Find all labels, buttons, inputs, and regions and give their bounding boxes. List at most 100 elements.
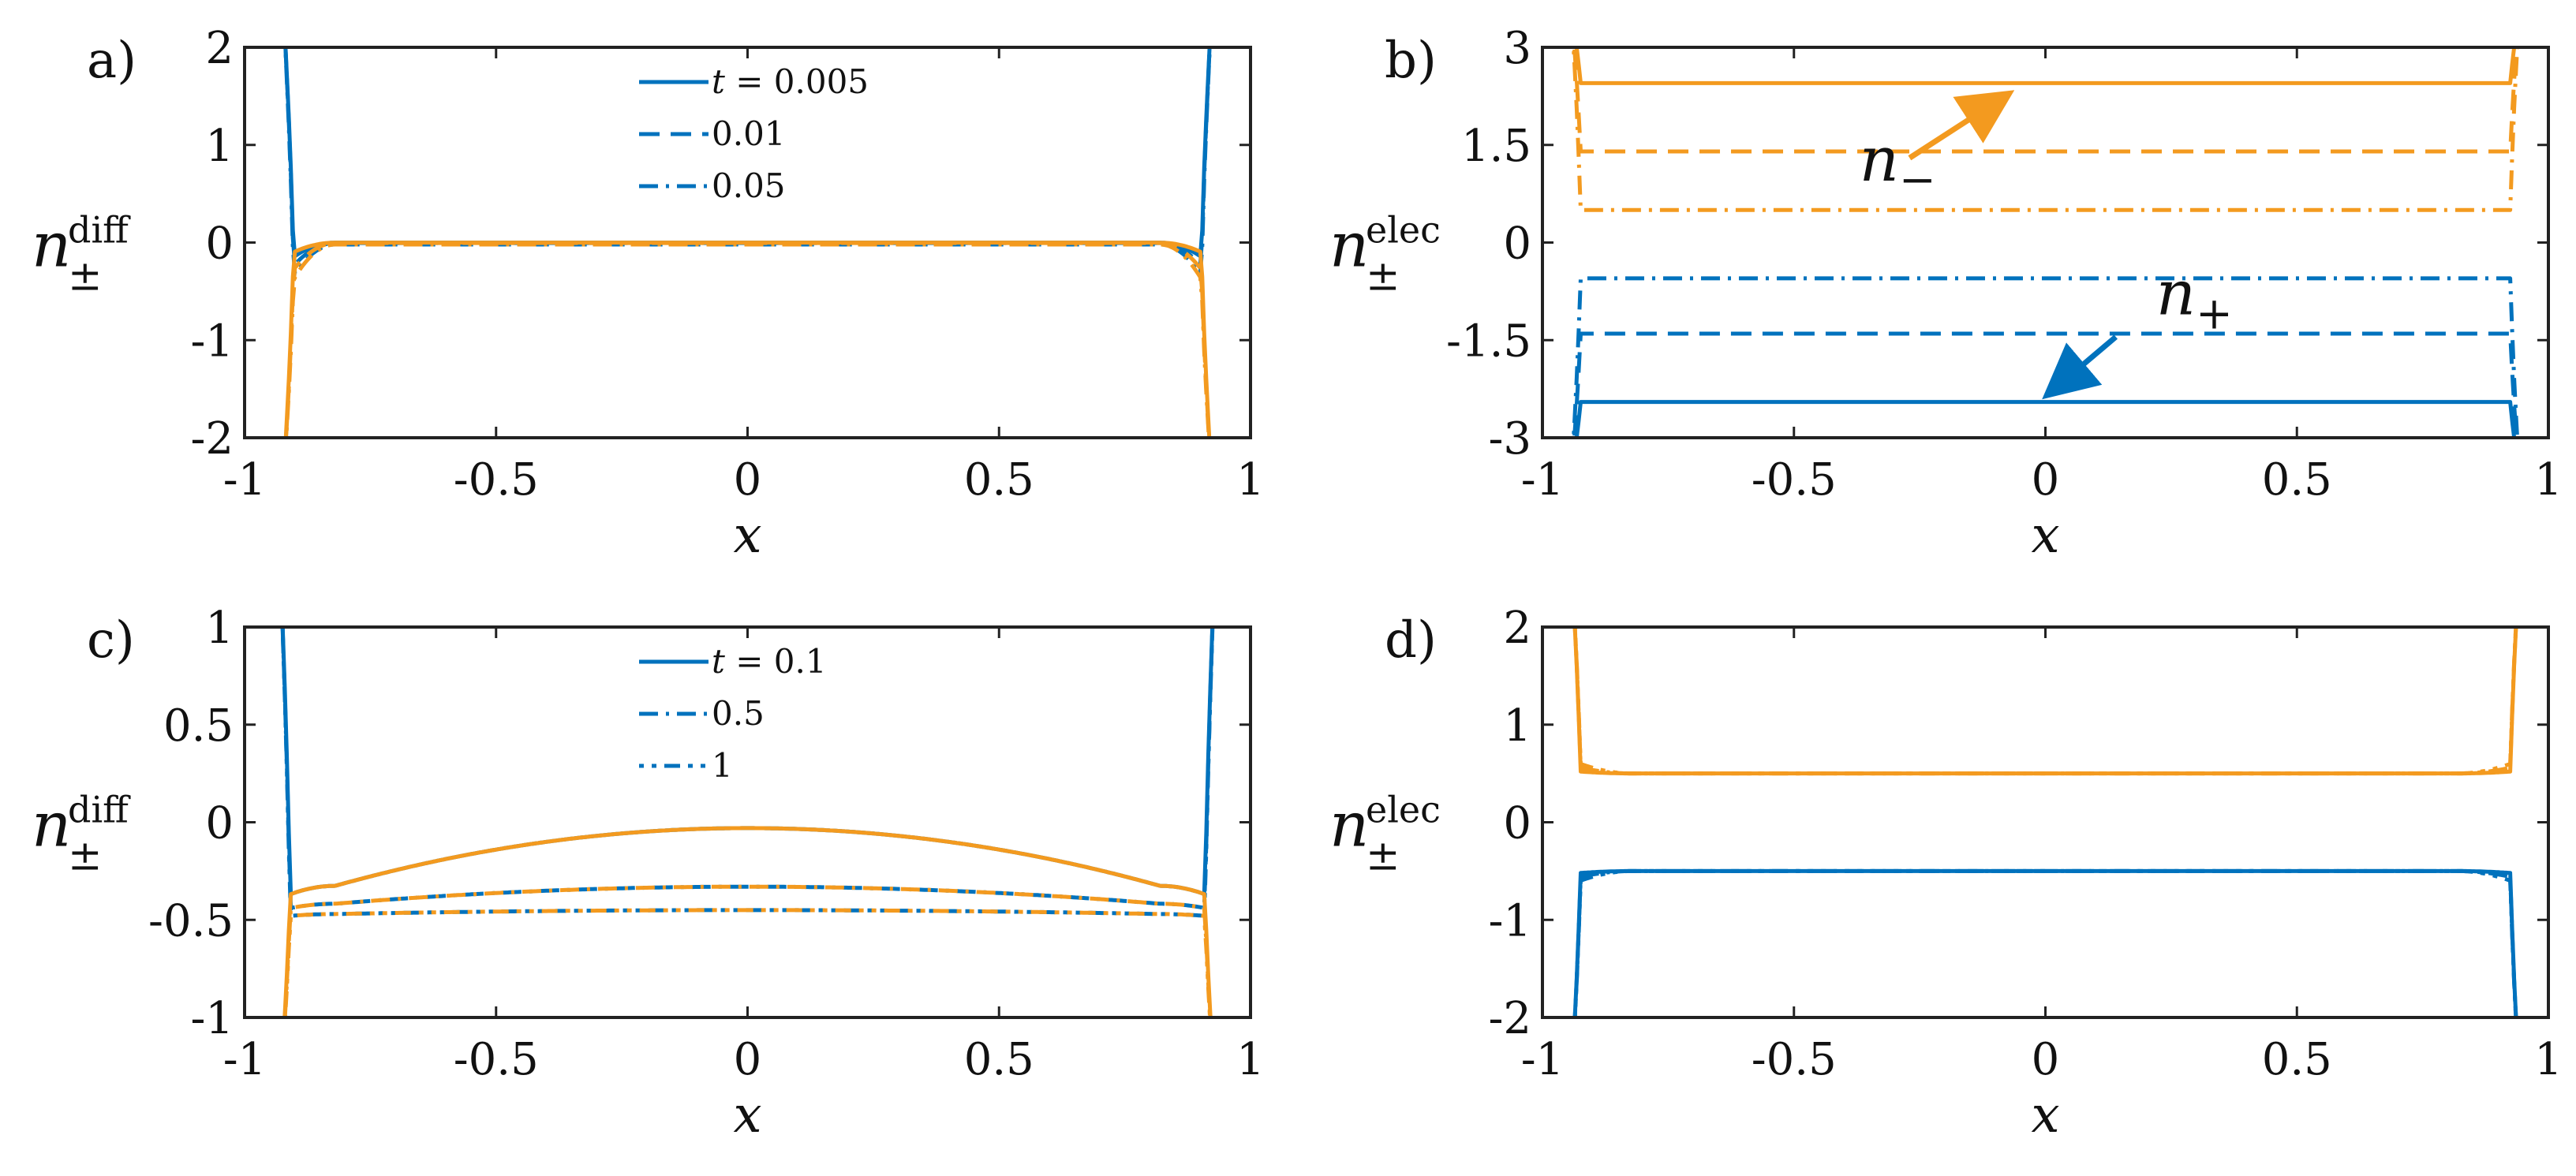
annotation-arrow: [2042, 334, 2118, 400]
legend-value: 0.05: [712, 166, 786, 205]
series-n-minus-dashdot-line: [284, 242, 1211, 438]
annotation-arrow: [1908, 90, 2015, 161]
series-group: [1571, 47, 2520, 438]
axes-box: [243, 625, 1252, 1019]
x-tick-label: -0.5: [1752, 454, 1837, 506]
y-tick-label: 2: [1503, 603, 1531, 654]
x-axis-label: x: [733, 1086, 761, 1144]
y-tick-label: -1.5: [1446, 315, 1531, 367]
panel-label: a): [87, 32, 136, 90]
y-axis-label-subscript: ±: [1366, 253, 1400, 301]
series-n-minus-solid-line: [1572, 627, 2518, 776]
legend-entry: 0.05: [712, 166, 786, 205]
annotation-base: n: [2156, 258, 2196, 329]
y-axis-label-superscript: diff: [68, 789, 131, 831]
x-axis-label: x: [2031, 1086, 2059, 1144]
panel-label: b): [1385, 32, 1437, 90]
y-axis-label-subscript: ±: [68, 833, 103, 880]
annotation-label: n+: [2156, 258, 2233, 339]
x-tick-label: 0.5: [964, 1034, 1034, 1085]
series-n-plus-dashed-line: [1572, 331, 2519, 438]
y-tick-label: 3: [1503, 23, 1531, 74]
y-axis-label-base: n: [32, 211, 71, 282]
legend-entry: 1: [712, 746, 733, 785]
annotation-base: n: [1860, 125, 1899, 196]
annotation-label: n−: [1860, 125, 1936, 206]
x-tick-label: -0.5: [454, 454, 539, 506]
x-tick-label: -1: [1521, 1034, 1565, 1085]
series-n-minus-dashdot-line: [282, 884, 1213, 1017]
series-n-plus-dashdot-line: [280, 627, 1215, 910]
y-tick-label: -2: [190, 413, 234, 465]
y-tick-label: 0: [205, 798, 234, 849]
x-tick-label: 0: [2032, 1034, 2060, 1085]
series-n-plus-dashdot-line: [1572, 276, 2520, 438]
y-tick-label: 0: [1503, 218, 1531, 270]
y-axis-label-base: n: [32, 790, 71, 861]
legend-prefix: t =: [712, 642, 774, 681]
x-tick-label: -0.5: [1752, 1034, 1837, 1085]
x-axis-label: x: [733, 506, 761, 565]
x-tick-label: 0: [734, 1034, 762, 1085]
annotation-subscript: +: [2196, 288, 2233, 339]
legend-entry: t = 0.1: [712, 642, 827, 681]
x-tick-label: 0.5: [964, 454, 1034, 506]
x-tick-label: 0: [2032, 454, 2060, 506]
y-tick-label: -1: [190, 993, 234, 1044]
x-tick-label: 1: [1236, 1034, 1265, 1085]
y-axis-label-superscript: diff: [68, 209, 131, 252]
series-n-minus-dashdot-line: [1572, 627, 2518, 776]
series-n-minus-dotdash-line: [282, 908, 1213, 1017]
y-axis-label-subscript: ±: [1366, 833, 1400, 880]
x-tick-label: 0.5: [2262, 1034, 2332, 1085]
legend-value: 1: [712, 746, 733, 785]
legend-entry: 0.01: [712, 114, 786, 153]
x-tick-label: 0.5: [2262, 454, 2332, 506]
x-tick-label: 1: [2534, 1034, 2563, 1085]
series-n-minus-dashed-line: [1572, 47, 2519, 154]
axes-box: [1541, 625, 2550, 1019]
legend-value: 0.005: [774, 62, 869, 101]
y-axis-label-subscript: ±: [68, 253, 103, 301]
y-tick-label: 1: [1503, 700, 1531, 752]
legend: t = 0.005 0.01 0.05: [639, 62, 869, 205]
annotation-n-minus: n−: [1860, 90, 2015, 206]
legend-value: 0.5: [712, 694, 765, 733]
series-n-minus-solid-line: [282, 826, 1213, 1017]
series-group: [283, 47, 1212, 438]
series-n-minus-dotdash-line: [1572, 627, 2518, 776]
annotation-subscript: −: [1899, 155, 1936, 206]
series-n-minus-solid-line: [1574, 47, 2517, 85]
series-group: [280, 627, 1215, 1017]
x-tick-label: -0.5: [454, 1034, 539, 1085]
legend-prefix: t =: [712, 62, 774, 101]
x-tick-label: 1: [1236, 454, 1265, 506]
y-tick-label: 1.5: [1461, 121, 1531, 172]
y-axis-label-base: n: [1329, 790, 1369, 861]
y-tick-label: 1: [205, 603, 234, 654]
series-group: [1572, 627, 2518, 1017]
y-tick-label: 2: [205, 23, 234, 74]
y-tick-label: -2: [1488, 993, 1531, 1044]
annotation-n-plus: n+: [2042, 258, 2233, 400]
x-axis-label: x: [2031, 506, 2059, 565]
x-tick-label: -1: [223, 454, 267, 506]
series-n-minus-dashdot-line: [1571, 47, 2520, 212]
x-tick-label: 0: [734, 454, 762, 506]
legend-entry: 0.5: [712, 694, 765, 733]
y-tick-label: -1: [1488, 895, 1531, 946]
y-tick-label: -1: [190, 315, 234, 367]
x-tick-label: -1: [223, 1034, 267, 1085]
series-n-plus-solid-line: [1574, 400, 2517, 438]
panel-label: c): [87, 611, 135, 670]
series-n-plus-dashdot-line: [1572, 868, 2518, 1017]
